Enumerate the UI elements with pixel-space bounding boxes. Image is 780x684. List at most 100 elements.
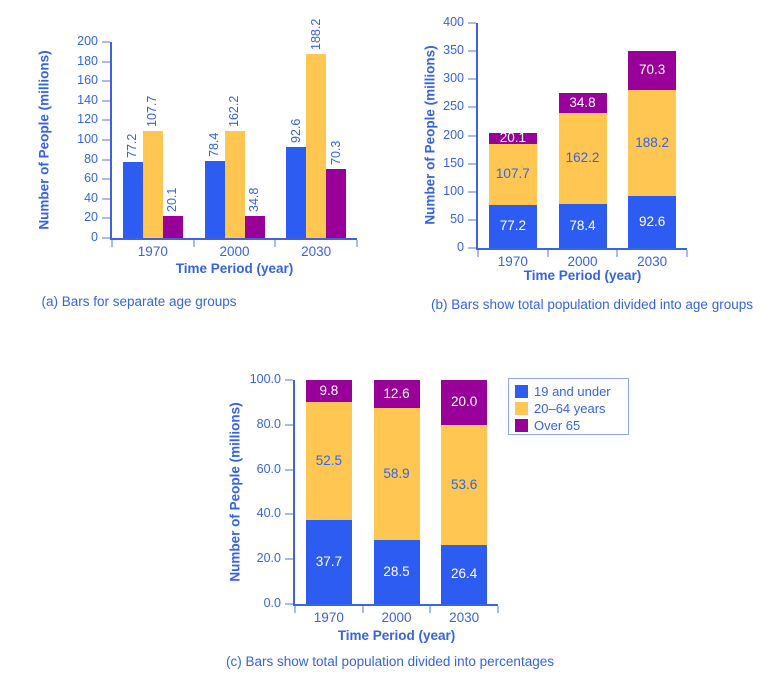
y-tick-label-b: 0 (457, 240, 464, 254)
x-category-label-b-2000: 2000 (567, 254, 598, 269)
y-tick-label-b: 50 (450, 211, 464, 226)
x-tick-c (497, 606, 499, 613)
segment-value-label-c-1970-blue: 37.7 (315, 553, 342, 569)
legend-label-1: 20–64 years (534, 401, 606, 416)
segment-c-2000-blue (373, 540, 420, 604)
y-tick-b (468, 162, 476, 165)
segment-value-label-b-2030-purple: 70.3 (639, 62, 666, 78)
y-tick-label-c: 40.0 (256, 506, 281, 521)
bar-a-2000-purple (244, 216, 265, 238)
segment-value-label-b-2000-blue: 78.4 (569, 217, 596, 233)
segment-c-1970-purple (305, 380, 352, 402)
y-tick-label-a: 80 (84, 151, 98, 166)
y-tick-label-a: 100 (77, 132, 98, 146)
y-tick-a (102, 197, 110, 200)
x-axis-line-b (476, 248, 687, 250)
y-tick-label-c: 0.0 (263, 596, 281, 610)
segment-value-label-b-2000-yellow: 162.2 (565, 150, 600, 166)
y-tick-label-a: 0 (91, 230, 98, 244)
y-tick-c (285, 558, 293, 561)
segment-c-2000-purple (373, 380, 420, 409)
y-tick-label-c: 80.0 (256, 416, 281, 431)
y-tick-c (285, 423, 293, 426)
segment-c-2030-purple (441, 380, 488, 425)
x-category-label-c-2030: 2030 (449, 610, 480, 625)
y-tick-label-c: 20.0 (256, 551, 281, 566)
segment-value-label-c-2000-yellow: 58.9 (383, 466, 410, 482)
legend-swatch-yellow (515, 402, 528, 415)
segment-c-2000-yellow (373, 408, 420, 541)
y-tick-label-b: 350 (443, 43, 464, 58)
x-tick-b (546, 250, 549, 257)
segment-b-2000-yellow (558, 112, 607, 204)
segment-value-label-c-2000-blue: 28.5 (383, 564, 410, 580)
y-tick-b (468, 247, 476, 249)
segment-b-2030-purple (628, 50, 677, 91)
bar-a-2030-yellow (306, 53, 327, 238)
segment-b-2030-blue (628, 195, 677, 248)
y-tick-label-b: 100 (443, 183, 464, 198)
y-tick-label-a: 200 (77, 34, 98, 48)
y-tick-a (102, 99, 110, 102)
x-category-label-a-2030: 2030 (301, 244, 332, 259)
bar-a-2000-blue (204, 161, 225, 238)
y-tick-b (468, 134, 476, 137)
y-tick-label-b: 250 (443, 99, 464, 114)
y-tick-a (102, 178, 110, 181)
segment-value-label-c-2030-yellow: 53.6 (451, 476, 478, 492)
x-axis-title-a: Time Period (year) (175, 261, 294, 276)
x-category-label-c-2000: 2000 (381, 610, 412, 625)
y-tick-a (102, 217, 110, 220)
y-tick-a (102, 60, 110, 63)
y-tick-label-b: 150 (443, 155, 464, 170)
y-axis-line-b (476, 23, 478, 250)
y-tick-label-a: 160 (77, 73, 98, 88)
segment-c-1970-yellow (305, 401, 352, 520)
bar-a-2030-blue (286, 147, 307, 238)
y-tick-a (102, 158, 110, 161)
y-tick-b (468, 190, 476, 193)
x-category-label-b-2030: 2030 (637, 254, 668, 269)
y-axis-line-a (110, 42, 112, 240)
y-tick-label-a: 180 (77, 53, 98, 68)
x-tick-a (356, 240, 358, 247)
segment-b-1970-yellow (488, 143, 537, 205)
y-axis-title-c: Number of People (millions) (227, 402, 243, 582)
y-tick-a (102, 80, 110, 83)
segment-value-label-c-1970-purple: 9.8 (319, 382, 339, 398)
y-tick-c (285, 379, 293, 381)
segment-b-2000-purple (558, 93, 607, 113)
legend-swatch-purple (515, 419, 528, 432)
segment-c-1970-blue (305, 519, 352, 604)
legend-c: 19 and under 20–64 years Over 65 (508, 378, 629, 435)
y-tick-a (102, 119, 110, 122)
y-tick-a (102, 237, 110, 239)
x-tick-a (274, 240, 277, 247)
caption-chart-a: (a) Bars for separate age groups (41, 294, 237, 309)
x-axis-title-c: Time Period (year) (337, 628, 456, 643)
y-tick-label-a: 140 (77, 92, 98, 107)
x-tick-c (361, 606, 364, 613)
x-axis-line-a (110, 238, 357, 240)
y-tick-label-c: 100.0 (249, 372, 281, 386)
y-tick-label-b: 400 (443, 15, 464, 29)
y-tick-a (102, 41, 110, 43)
legend-swatch-blue (515, 385, 528, 398)
segment-value-label-b-1970-blue: 77.2 (499, 218, 526, 234)
segment-b-2000-blue (558, 203, 607, 248)
y-tick-a (102, 139, 110, 141)
segment-value-label-b-1970-purple: 20.1 (499, 130, 526, 146)
segment-value-label-c-2030-purple: 20.0 (451, 394, 478, 410)
x-category-label-a-2000: 2000 (219, 244, 250, 259)
x-tick-b (686, 250, 688, 257)
segment-value-label-b-2030-blue: 92.6 (639, 213, 666, 229)
y-tick-b (468, 22, 476, 24)
segment-c-2030-blue (441, 544, 488, 604)
x-axis-title-b: Time Period (year) (523, 268, 642, 283)
y-tick-label-b: 200 (443, 127, 464, 142)
segment-b-1970-blue (488, 204, 537, 248)
y-tick-label-a: 40 (84, 190, 98, 205)
x-tick-a (192, 240, 195, 247)
